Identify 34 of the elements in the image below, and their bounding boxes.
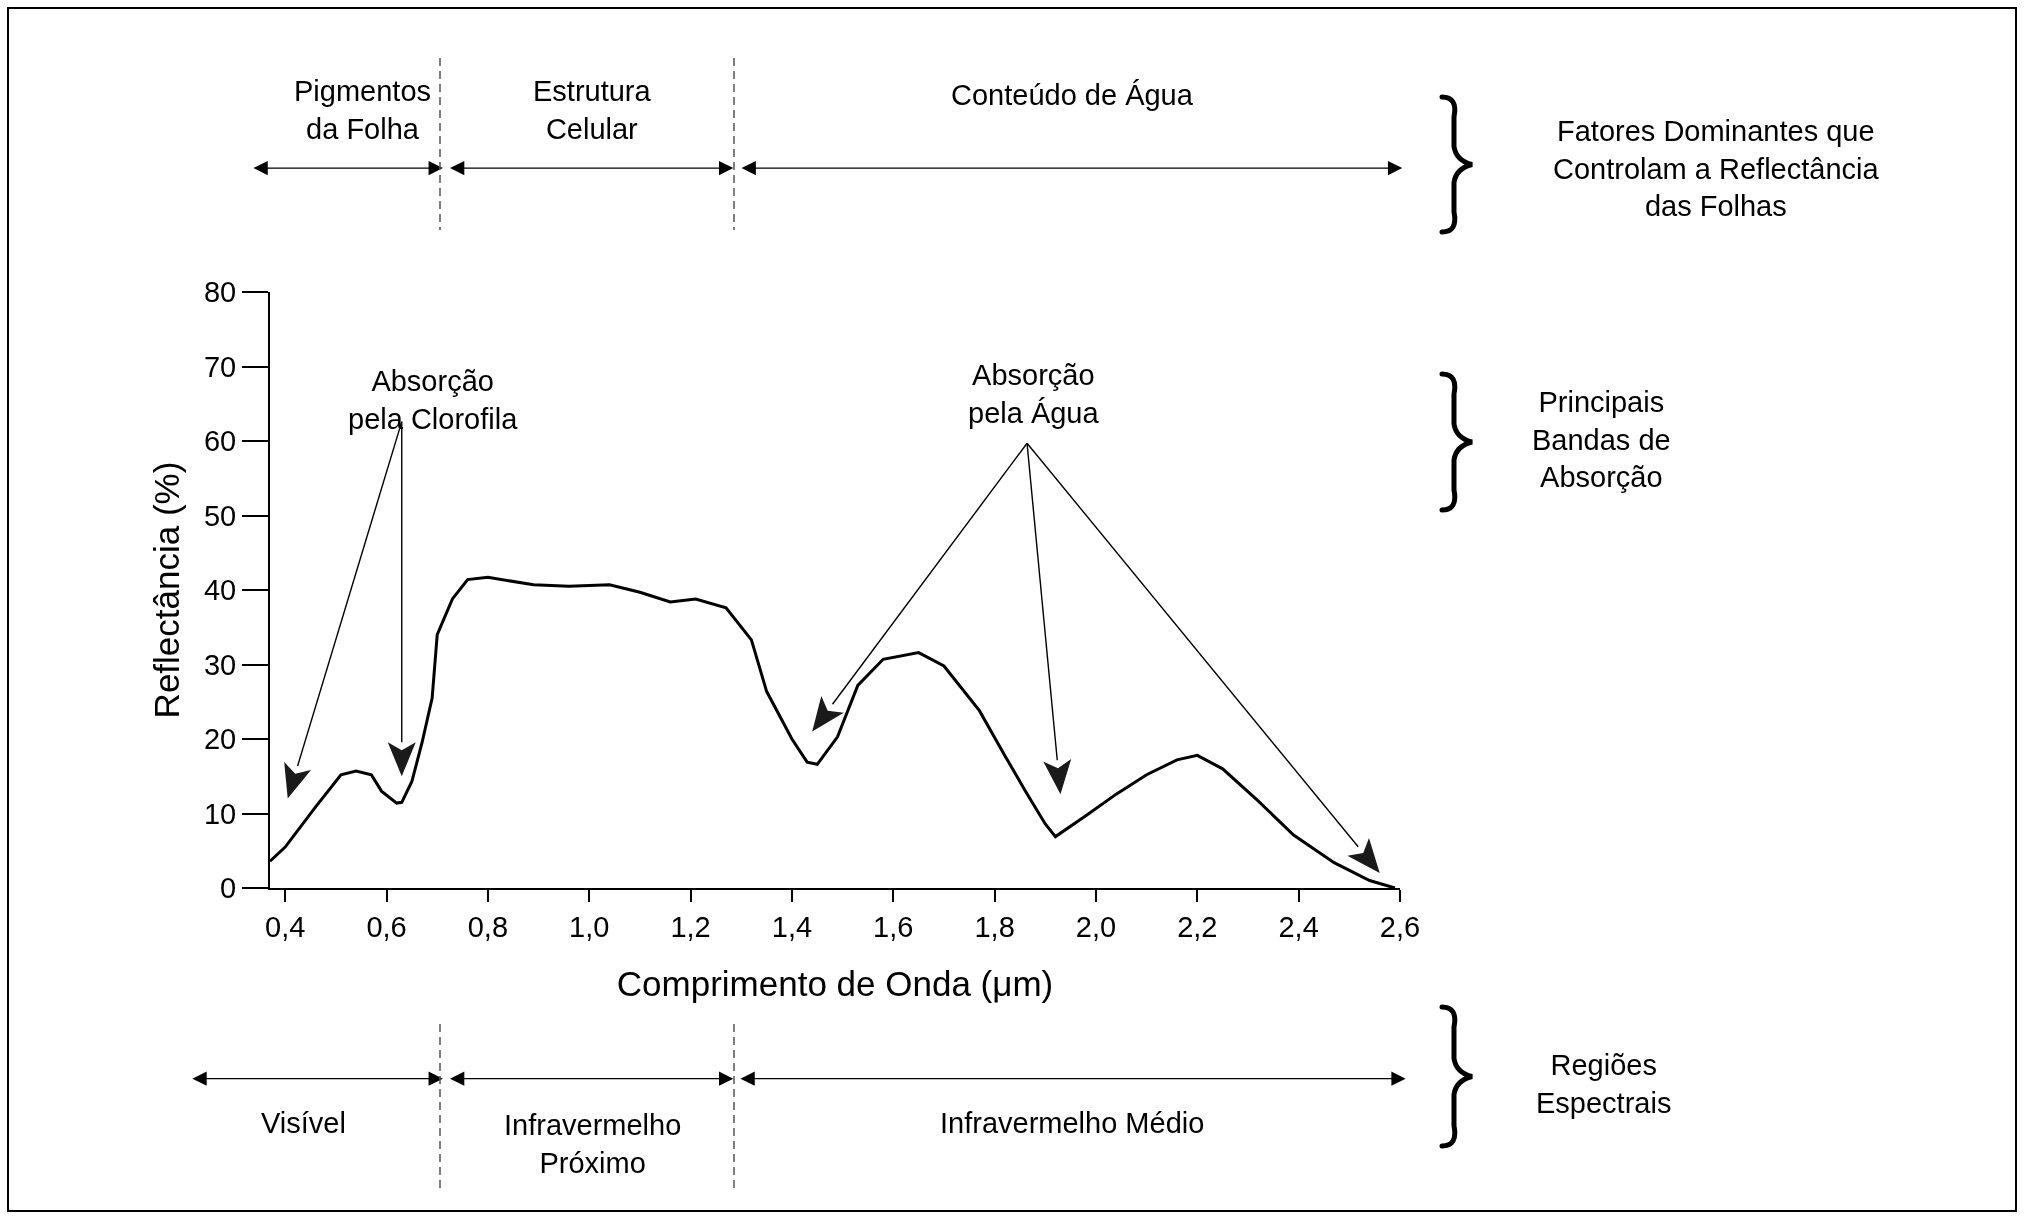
y-tick-label: 20 bbox=[203, 723, 237, 756]
y-tick-label: 30 bbox=[203, 648, 237, 681]
x-tick-label: 0,6 bbox=[366, 910, 407, 943]
x-tick-label: 0,4 bbox=[265, 910, 306, 943]
annotation: Absorção pela Clorofila bbox=[348, 365, 519, 435]
x-tick-label: 0,8 bbox=[467, 910, 509, 943]
x-tick-label: 1,4 bbox=[771, 910, 813, 943]
annotation: Absorção pela Água bbox=[968, 359, 1100, 429]
y-axis-title: Reflectância (%) bbox=[146, 461, 186, 719]
y-tick-label: 70 bbox=[203, 350, 237, 383]
text: Regiões Espectrais bbox=[1536, 1049, 1672, 1119]
y-tick-label: 0 bbox=[220, 872, 237, 905]
x-tick-label: 1,8 bbox=[974, 910, 1015, 943]
x-tick-label: 2,0 bbox=[1075, 910, 1117, 943]
text: Pigmentos da Folha bbox=[294, 75, 432, 145]
text: Principais Bandas de Absorção bbox=[1532, 386, 1671, 494]
text: Conteúdo de Água bbox=[951, 79, 1194, 111]
x-tick-label: 1,6 bbox=[873, 910, 914, 943]
x-axis-title: Comprimento de Onda (μm) bbox=[616, 964, 1054, 1004]
y-tick-label: 80 bbox=[203, 276, 237, 309]
text: Estrutura Celular bbox=[533, 75, 652, 145]
x-tick-label: 2,4 bbox=[1278, 910, 1319, 943]
x-tick-label: 2,6 bbox=[1379, 910, 1421, 943]
y-tick-label: 40 bbox=[203, 574, 237, 607]
y-tick-label: 10 bbox=[203, 797, 237, 830]
text: Visível bbox=[261, 1107, 346, 1139]
y-tick-label: 50 bbox=[203, 499, 237, 532]
x-tick-label: 1,2 bbox=[670, 910, 711, 943]
text: Infravermelho Médio bbox=[940, 1107, 1205, 1139]
text: Infravermelho Próximo bbox=[504, 1109, 682, 1179]
x-tick-label: 1,0 bbox=[569, 910, 610, 943]
x-tick-label: 2,2 bbox=[1177, 910, 1218, 943]
y-tick-label: 60 bbox=[203, 425, 237, 458]
text: Fatores Dominantes que Controlam a Reflectância das Folhas bbox=[1553, 115, 1880, 223]
